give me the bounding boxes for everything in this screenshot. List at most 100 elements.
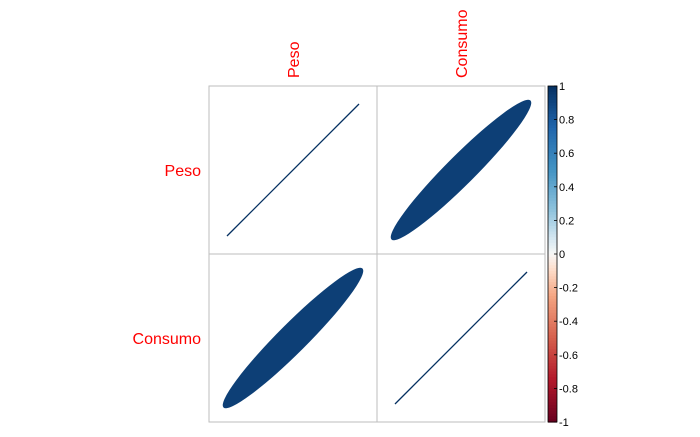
colorbar-segment — [548, 396, 557, 401]
colorbar-segment — [548, 254, 557, 258]
colorbar-segment — [548, 184, 557, 188]
colorbar-segment — [548, 220, 557, 224]
colorbar-segment — [548, 293, 557, 297]
colorbar-segment — [548, 156, 557, 160]
colorbar-segment — [548, 262, 557, 266]
colorbar-segment — [548, 245, 557, 249]
colorbar-segment — [548, 332, 557, 336]
colorbar-segment — [548, 144, 557, 149]
colorbar-segment — [548, 368, 557, 373]
colorbar-segment — [548, 116, 557, 121]
colorbar-segment — [548, 203, 557, 207]
colorbar-segment — [548, 209, 557, 213]
colorbar-tick-label: -0.8 — [559, 383, 578, 395]
colorbar-tick-label: 0 — [559, 249, 565, 261]
colorbar-segment — [548, 273, 557, 277]
colorbar-segment — [548, 276, 557, 280]
colorbar-segment — [548, 240, 557, 244]
colorbar-segment — [548, 164, 557, 168]
colorbar-segment — [548, 399, 557, 403]
colorbar-segment — [548, 226, 557, 230]
colorbar-segment — [548, 231, 557, 235]
colorbar-segment — [548, 153, 557, 157]
colorbar-segment — [548, 192, 557, 196]
colorbar-segment — [548, 128, 557, 132]
colorbar-segment — [548, 133, 557, 137]
colorbar-segment — [548, 321, 557, 325]
colorbar-segment — [548, 161, 557, 165]
colorbar-segment — [548, 86, 557, 90]
colorbar-segment — [548, 360, 557, 364]
colorbar-segment — [548, 136, 557, 140]
colorbar-segment — [548, 290, 557, 294]
colorbar-segment — [548, 234, 557, 238]
colorbar-segment — [548, 301, 557, 305]
colorbar-segment — [548, 189, 557, 193]
colorbar-tick-label: -0.2 — [559, 283, 578, 295]
colorbar-segment — [548, 170, 557, 174]
colorbar-tick-label: 0.6 — [559, 148, 574, 160]
colorbar-segment — [548, 178, 557, 182]
colorbar-segment — [548, 304, 557, 308]
colorbar-segment — [548, 119, 557, 123]
colorbar-segment — [548, 279, 557, 283]
correlation-ellipse — [390, 99, 532, 241]
colorbar-segment — [548, 374, 557, 378]
colorbar-segment — [548, 312, 557, 317]
colorbar-segment — [548, 338, 557, 342]
colorbar-segment — [548, 343, 557, 347]
colorbar-segment — [548, 172, 557, 177]
colorbar-segment — [548, 91, 557, 95]
colorbar-segment — [548, 139, 557, 143]
correlation-line — [226, 103, 360, 237]
colorbar-segment — [548, 94, 557, 98]
colorbar-segment — [548, 186, 557, 191]
colorbar-segment — [548, 352, 557, 356]
colorbar-segment — [548, 382, 557, 387]
column-label: Consumo — [454, 9, 471, 78]
colorbar-segment — [548, 198, 557, 202]
colorbar-segment — [548, 282, 557, 286]
colorbar-segment — [548, 394, 557, 398]
colorbar-segment — [548, 114, 557, 118]
colorbar-segment — [548, 307, 557, 311]
colorbar-tick-label: 0.2 — [559, 215, 574, 227]
colorbar-segment — [548, 259, 557, 263]
colorbar-segment — [548, 284, 557, 289]
colorbar-segment — [548, 122, 557, 126]
colorbar-segment — [548, 419, 557, 423]
colorbar-segment — [548, 287, 557, 291]
colorbar-segment — [548, 167, 557, 171]
colorbar-segment — [548, 340, 557, 345]
colorbar-segment — [548, 88, 557, 93]
colorbar-segment — [548, 416, 557, 420]
colorbar-segment — [548, 217, 557, 221]
colorbar-segment — [548, 335, 557, 339]
colorbar-segment — [548, 175, 557, 179]
colorbar-segment — [548, 256, 557, 261]
colorbar-segment — [548, 181, 557, 185]
colorbar-segment — [548, 326, 557, 331]
colorbar-segment — [548, 111, 557, 115]
correlation-line — [394, 271, 528, 405]
colorbar-segment — [548, 391, 557, 395]
colorbar-segment — [548, 206, 557, 210]
colorbar-segment — [548, 405, 557, 409]
colorbar-segment — [548, 105, 557, 109]
colorbar-segment — [548, 150, 557, 154]
colorbar-segment — [548, 223, 557, 227]
colorbar-segment — [548, 410, 557, 415]
colorbar-segment — [548, 97, 557, 101]
row-label: Consumo — [133, 331, 202, 348]
colorbar-segment — [548, 408, 557, 412]
colorbar-segment — [548, 248, 557, 252]
colorbar-segment — [548, 102, 557, 107]
colorbar-segment — [548, 377, 557, 381]
colorbar-segment — [548, 228, 557, 233]
colorbar-segment — [548, 329, 557, 333]
colorbar-segment — [548, 296, 557, 300]
colorbar-segment — [548, 212, 557, 216]
column-label: Peso — [286, 41, 303, 78]
